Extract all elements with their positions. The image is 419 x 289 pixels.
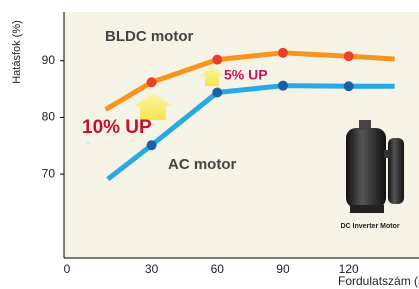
x-axis-label: Fordulatszám (rpm%)	[338, 274, 419, 288]
series-label: BLDC motor	[105, 28, 193, 45]
series-label: AC motor	[168, 156, 236, 173]
data-point	[278, 48, 288, 58]
y-tick-label: 70	[42, 166, 56, 180]
y-axis-label: Hatásfok (%)	[11, 20, 23, 84]
data-point	[344, 51, 354, 61]
data-point	[278, 81, 288, 91]
x-tick-label: 0	[64, 262, 71, 276]
y-tick-label: 80	[42, 110, 56, 124]
data-point	[212, 55, 222, 65]
y-tick-label: 90	[42, 53, 56, 67]
chart: DC Inverter Motor BLDC motor AC motor 10…	[0, 0, 419, 289]
annotation: 10% UP	[82, 117, 152, 138]
x-tick-label: 90	[276, 262, 290, 276]
annotation: 5% UP	[224, 67, 268, 83]
data-point	[147, 140, 157, 150]
x-tick-label: 120	[339, 262, 359, 276]
x-tick-label: 30	[145, 262, 159, 276]
image-caption: DC Inverter Motor	[340, 223, 399, 230]
x-tick-label: 60	[211, 262, 225, 276]
data-point	[147, 77, 157, 87]
data-point	[344, 81, 354, 91]
data-point	[212, 87, 222, 97]
